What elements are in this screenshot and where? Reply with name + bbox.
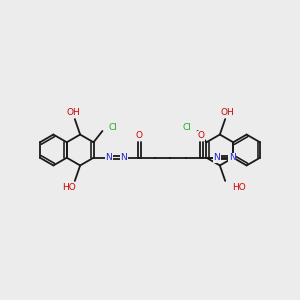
- Text: HO: HO: [63, 183, 76, 192]
- Text: N: N: [229, 153, 236, 162]
- Text: HO: HO: [232, 183, 245, 192]
- Text: N: N: [121, 153, 127, 162]
- Text: N: N: [106, 153, 112, 162]
- Text: O: O: [198, 131, 205, 140]
- Text: OH: OH: [221, 108, 235, 117]
- Text: N: N: [213, 153, 220, 162]
- Text: O: O: [136, 131, 143, 140]
- Text: Cl: Cl: [183, 123, 192, 132]
- Text: Cl: Cl: [108, 123, 117, 132]
- Text: OH: OH: [66, 108, 80, 117]
